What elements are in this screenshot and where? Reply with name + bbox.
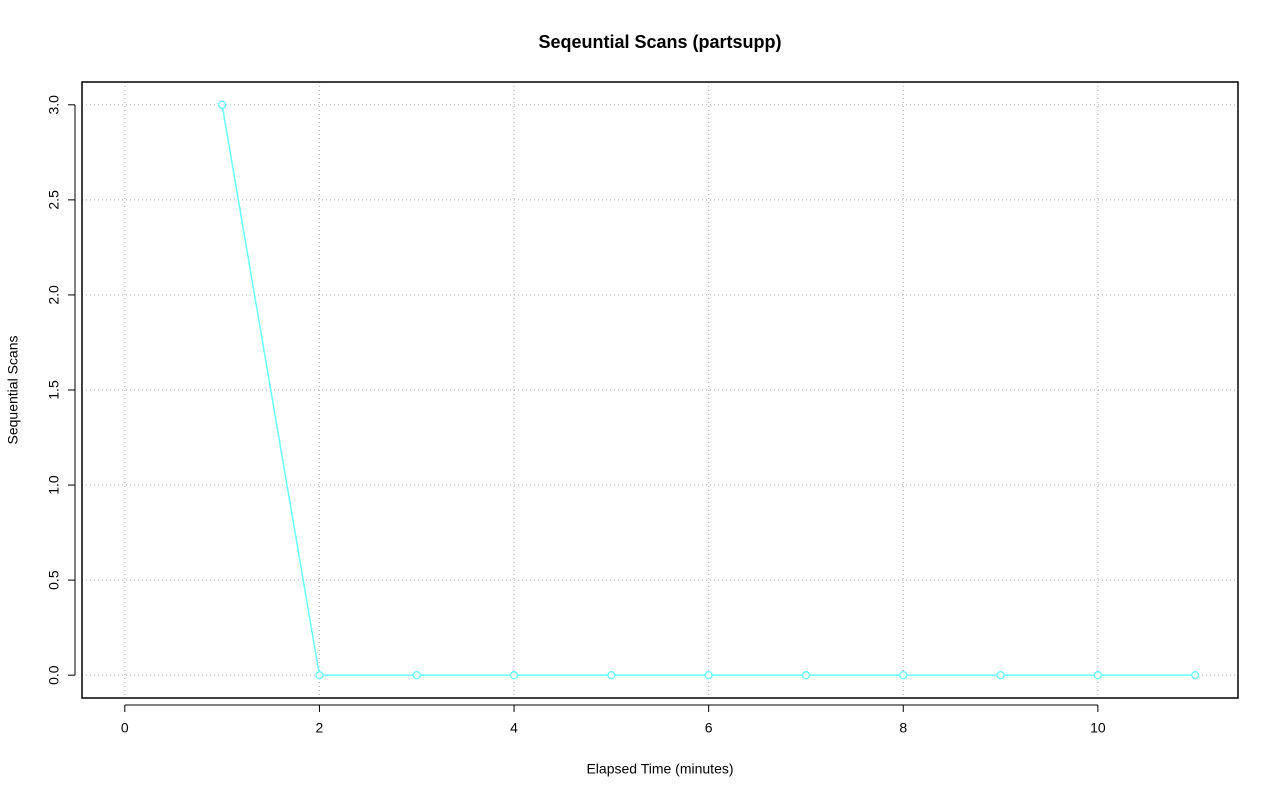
data-point <box>412 671 421 680</box>
x-tick-label: 6 <box>705 720 713 736</box>
x-tick-label: 8 <box>899 720 907 736</box>
y-tick-label: 0.0 <box>46 665 62 685</box>
data-point <box>996 671 1005 680</box>
data-point <box>607 671 616 680</box>
data-point <box>1191 671 1200 680</box>
data-point <box>1093 671 1103 680</box>
y-tick-label: 2.0 <box>46 285 62 305</box>
y-tick-label: 0.5 <box>46 570 62 590</box>
chart-title: Seqeuntial Scans (partsupp) <box>538 32 781 52</box>
x-tick-label: 4 <box>510 720 518 736</box>
x-tick-label: 10 <box>1090 720 1106 736</box>
y-axis-label: Sequential Scans <box>5 336 21 445</box>
y-tick-label: 2.5 <box>46 190 62 210</box>
y-tick-label: 1.5 <box>46 380 62 400</box>
data-point <box>315 671 324 680</box>
data-point <box>217 100 227 109</box>
x-tick-label: 0 <box>121 720 129 736</box>
y-tick-label: 3.0 <box>46 95 62 115</box>
plot-frame <box>81 81 1239 699</box>
x-axis-label: Elapsed Time (minutes) <box>586 761 733 777</box>
data-point <box>899 671 908 680</box>
data-point <box>509 671 519 680</box>
y-tick-label: 1.0 <box>46 475 62 495</box>
data-point <box>704 671 713 680</box>
x-tick-label: 2 <box>316 720 324 736</box>
data-point <box>801 671 811 680</box>
